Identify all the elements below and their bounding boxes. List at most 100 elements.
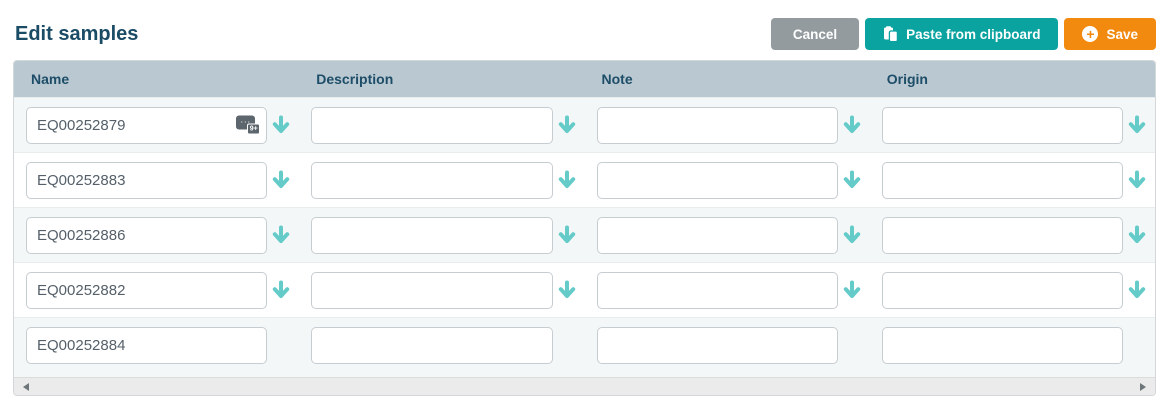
- description-input[interactable]: [311, 161, 553, 199]
- column-header-origin: Origin: [886, 71, 928, 87]
- paste-from-clipboard-button[interactable]: Paste from clipboard: [865, 18, 1059, 50]
- note-input-wrap: [596, 106, 838, 144]
- description-input[interactable]: [311, 106, 553, 144]
- fill-down-arrow-icon[interactable]: [1123, 170, 1151, 191]
- name-cell: ...9+: [14, 106, 299, 144]
- name-input-wrap: [26, 161, 268, 199]
- origin-cell: [870, 216, 1155, 254]
- origin-input-wrap: [881, 271, 1123, 309]
- name-input[interactable]: [26, 106, 268, 144]
- note-cell: [585, 271, 870, 309]
- autofill-extension-icon[interactable]: ... 9+: [236, 115, 261, 135]
- note-input-wrap: [596, 216, 838, 254]
- name-input-wrap: [26, 271, 268, 309]
- fill-down-arrow-icon[interactable]: [838, 225, 866, 246]
- fill-down-arrow-icon[interactable]: [553, 225, 581, 246]
- name-input-wrap: [26, 326, 268, 364]
- origin-cell: [870, 326, 1155, 364]
- note-input[interactable]: [596, 271, 838, 309]
- fill-down-arrow-icon[interactable]: [838, 280, 866, 301]
- page-title: Edit samples: [15, 22, 139, 45]
- origin-input[interactable]: [881, 161, 1123, 199]
- origin-input[interactable]: [881, 216, 1123, 254]
- fill-down-arrow-icon[interactable]: [838, 115, 866, 136]
- description-cell: [299, 271, 584, 309]
- name-cell: [14, 161, 299, 199]
- table-row: [14, 152, 1155, 207]
- name-input-wrap: ...9+: [26, 106, 268, 144]
- origin-input-wrap: [881, 106, 1123, 144]
- fill-down-arrow-icon[interactable]: [553, 280, 581, 301]
- table-row: [14, 317, 1155, 372]
- origin-input[interactable]: [881, 106, 1123, 144]
- description-cell: [299, 106, 584, 144]
- name-input[interactable]: [26, 271, 268, 309]
- table-row: [14, 207, 1155, 262]
- fill-down-arrow-icon[interactable]: [838, 170, 866, 191]
- cancel-button[interactable]: Cancel: [770, 18, 860, 50]
- note-input-wrap: [596, 271, 838, 309]
- description-input-wrap: [311, 161, 553, 199]
- fill-down-arrow-icon[interactable]: [1123, 225, 1151, 246]
- horizontal-scrollbar[interactable]: [14, 377, 1155, 395]
- table-header: Name Description Note Origin: [14, 61, 1155, 97]
- note-input[interactable]: [596, 326, 838, 364]
- fill-down-arrow-icon[interactable]: [553, 170, 581, 191]
- note-input[interactable]: [596, 106, 838, 144]
- name-input[interactable]: [26, 161, 268, 199]
- origin-cell: [870, 106, 1155, 144]
- fill-down-arrow-icon[interactable]: [267, 225, 295, 246]
- description-input[interactable]: [311, 271, 553, 309]
- plus-circle-icon: +: [1082, 26, 1099, 42]
- save-button[interactable]: + Save: [1064, 18, 1156, 50]
- scroll-left-icon[interactable]: [23, 382, 29, 391]
- fill-down-arrow-icon[interactable]: [267, 280, 295, 301]
- fill-down-arrow-icon[interactable]: [1123, 115, 1151, 136]
- scroll-right-icon[interactable]: [1140, 382, 1146, 391]
- origin-input[interactable]: [881, 271, 1123, 309]
- origin-input-wrap: [881, 161, 1123, 199]
- paste-clipboard-icon: [883, 26, 899, 42]
- paste-button-label: Paste from clipboard: [906, 26, 1041, 42]
- note-cell: [585, 161, 870, 199]
- origin-input[interactable]: [881, 326, 1123, 364]
- fill-down-arrow-icon[interactable]: [1123, 280, 1151, 301]
- description-input[interactable]: [311, 326, 553, 364]
- note-input[interactable]: [596, 161, 838, 199]
- origin-cell: [870, 271, 1155, 309]
- toolbar: Cancel Paste from clipboard + Save: [770, 18, 1156, 50]
- name-cell: [14, 271, 299, 309]
- note-cell: [585, 326, 870, 364]
- note-cell: [585, 216, 870, 254]
- fill-down-arrow-icon[interactable]: [267, 170, 295, 191]
- name-cell: [14, 326, 299, 364]
- table-row: [14, 262, 1155, 317]
- description-cell: [299, 326, 584, 364]
- origin-input-wrap: [881, 216, 1123, 254]
- table-row: ...9+: [14, 97, 1155, 152]
- description-cell: [299, 161, 584, 199]
- fill-down-arrow-icon[interactable]: [553, 115, 581, 136]
- samples-table: Name Description Note Origin ...9+: [13, 60, 1156, 396]
- name-input[interactable]: [26, 216, 268, 254]
- origin-cell: [870, 161, 1155, 199]
- description-input-wrap: [311, 326, 553, 364]
- fill-down-arrow-icon[interactable]: [267, 115, 295, 136]
- table-body: ...9+: [14, 97, 1155, 372]
- description-cell: [299, 216, 584, 254]
- description-input-wrap: [311, 106, 553, 144]
- description-input-wrap: [311, 271, 553, 309]
- name-input[interactable]: [26, 326, 268, 364]
- cancel-button-label: Cancel: [792, 26, 838, 42]
- note-input-wrap: [596, 326, 838, 364]
- column-header-name: Name: [31, 71, 70, 87]
- description-input[interactable]: [311, 216, 553, 254]
- note-input-wrap: [596, 161, 838, 199]
- column-header-description: Description: [316, 71, 394, 87]
- name-cell: [14, 216, 299, 254]
- page-header: Edit samples Cancel Paste from clipboard…: [0, 0, 1169, 60]
- note-cell: [585, 106, 870, 144]
- note-input[interactable]: [596, 216, 838, 254]
- name-input-wrap: [26, 216, 268, 254]
